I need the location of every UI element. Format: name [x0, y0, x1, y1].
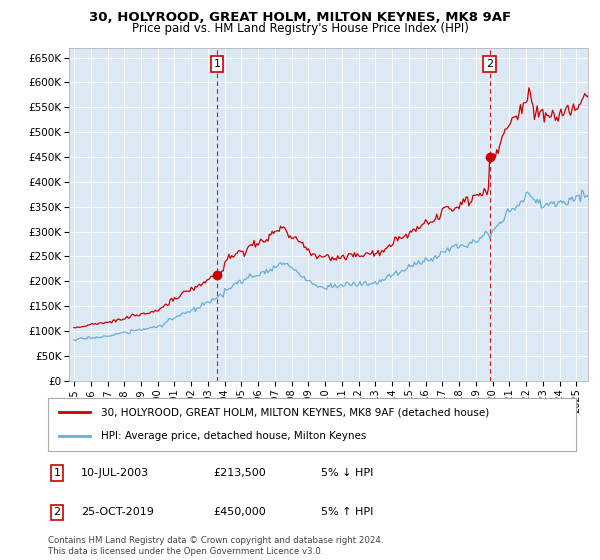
Text: 1: 1 — [53, 468, 61, 478]
Text: 1: 1 — [214, 59, 220, 69]
Text: £213,500: £213,500 — [213, 468, 266, 478]
Text: 10-JUL-2003: 10-JUL-2003 — [81, 468, 149, 478]
Text: £450,000: £450,000 — [213, 507, 266, 517]
Text: Price paid vs. HM Land Registry's House Price Index (HPI): Price paid vs. HM Land Registry's House … — [131, 22, 469, 35]
Text: 5% ↑ HPI: 5% ↑ HPI — [321, 507, 373, 517]
Text: 25-OCT-2019: 25-OCT-2019 — [81, 507, 154, 517]
Text: 2: 2 — [53, 507, 61, 517]
Text: 2: 2 — [486, 59, 493, 69]
Text: 5% ↓ HPI: 5% ↓ HPI — [321, 468, 373, 478]
Text: HPI: Average price, detached house, Milton Keynes: HPI: Average price, detached house, Milt… — [101, 431, 366, 441]
Text: 30, HOLYROOD, GREAT HOLM, MILTON KEYNES, MK8 9AF (detached house): 30, HOLYROOD, GREAT HOLM, MILTON KEYNES,… — [101, 408, 489, 418]
Text: Contains HM Land Registry data © Crown copyright and database right 2024.
This d: Contains HM Land Registry data © Crown c… — [48, 536, 383, 556]
Text: 30, HOLYROOD, GREAT HOLM, MILTON KEYNES, MK8 9AF: 30, HOLYROOD, GREAT HOLM, MILTON KEYNES,… — [89, 11, 511, 24]
